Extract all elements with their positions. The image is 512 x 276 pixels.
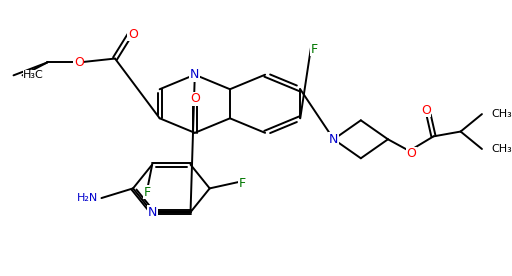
Text: N: N xyxy=(329,133,338,146)
Text: N: N xyxy=(147,206,157,219)
Text: H₂N: H₂N xyxy=(77,193,98,203)
Text: O: O xyxy=(421,104,431,117)
Text: CH₃: CH₃ xyxy=(492,109,512,119)
Text: O: O xyxy=(190,92,200,105)
Text: F: F xyxy=(144,185,151,198)
Text: F: F xyxy=(239,177,245,190)
Text: CH₃: CH₃ xyxy=(492,144,512,154)
Text: O: O xyxy=(74,56,84,69)
Text: O: O xyxy=(128,28,138,41)
Text: O: O xyxy=(406,147,416,160)
Text: F: F xyxy=(310,43,317,56)
Text: N: N xyxy=(190,68,200,81)
Text: H₃C: H₃C xyxy=(23,70,44,80)
